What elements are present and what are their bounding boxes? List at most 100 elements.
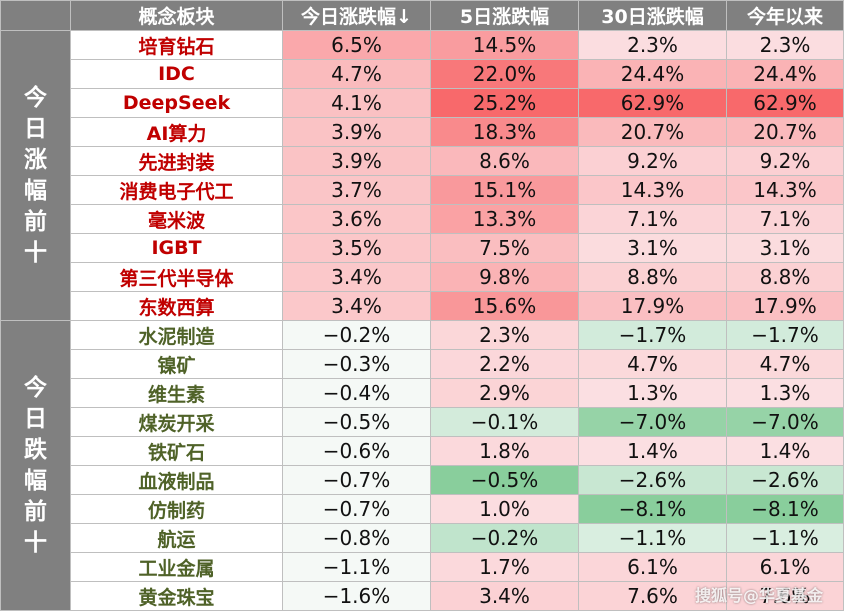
five-day-change-cell: 2.2%	[430, 349, 579, 379]
thirty-day-change-cell: −1.7%	[578, 320, 727, 350]
ytd-change-cell: −1.7%	[726, 320, 844, 350]
sector-name-cell: AI算力	[70, 117, 283, 147]
table-row[interactable]: 消费电子代工 3.7% 15.1% 14.3% 14.3%	[1, 175, 844, 205]
five-day-change-cell: 22.0%	[430, 59, 579, 89]
five-day-change-cell: −0.2%	[430, 523, 579, 553]
today-change-cell: −0.8%	[282, 523, 431, 553]
sector-name-cell: 培育钻石	[70, 30, 283, 60]
five-day-change-cell: 8.6%	[430, 146, 579, 176]
table-row[interactable]: 航运 −0.8% −0.2% −1.1% −1.1%	[1, 523, 844, 553]
table-row[interactable]: 工业金属 −1.1% 1.7% 6.1% 6.1%	[1, 552, 844, 582]
five-day-change-cell: 15.1%	[430, 175, 579, 205]
table-row[interactable]: 黄金珠宝 −1.6% 3.4% 7.6% 7.6%	[1, 581, 844, 611]
header-ytd-change[interactable]: 今年以来	[726, 0, 844, 31]
watermark: 搜狐号@华夏基金	[695, 586, 824, 605]
sector-name-cell: 消费电子代工	[70, 175, 283, 205]
today-change-cell: 3.6%	[282, 204, 431, 234]
ytd-change-cell: 14.3%	[726, 175, 844, 205]
today-change-cell: −0.5%	[282, 407, 431, 437]
header-sector-name[interactable]: 概念板块	[70, 0, 283, 31]
ytd-change-cell: −2.6%	[726, 465, 844, 495]
sector-name-cell: 水泥制造	[70, 320, 283, 350]
thirty-day-change-cell: 8.8%	[578, 262, 727, 292]
sector-name-cell: IDC	[70, 59, 283, 89]
thirty-day-change-cell: −2.6%	[578, 465, 727, 495]
today-change-cell: 3.4%	[282, 262, 431, 292]
thirty-day-change-cell: 17.9%	[578, 291, 727, 321]
group-label-text: 今日涨幅前十	[24, 84, 47, 266]
today-change-cell: −0.2%	[282, 320, 431, 350]
today-change-cell: 6.5%	[282, 30, 431, 60]
ytd-change-cell: −8.1%	[726, 494, 844, 524]
thirty-day-change-cell: 62.9%	[578, 88, 727, 118]
sector-name-cell: 航运	[70, 523, 283, 553]
five-day-change-cell: 25.2%	[430, 88, 579, 118]
five-day-change-cell: 15.6%	[430, 291, 579, 321]
table-row[interactable]: IDC 4.7% 22.0% 24.4% 24.4%	[1, 59, 844, 89]
ytd-change-cell: −1.1%	[726, 523, 844, 553]
header-five-day-change[interactable]: 5日涨跌幅	[430, 0, 579, 31]
table-row[interactable]: AI算力 3.9% 18.3% 20.7% 20.7%	[1, 117, 844, 147]
five-day-change-cell: 3.4%	[430, 581, 579, 611]
five-day-change-cell: 18.3%	[430, 117, 579, 147]
table-row[interactable]: 东数西算 3.4% 15.6% 17.9% 17.9%	[1, 291, 844, 321]
table-header-row: 概念板块 今日涨跌幅↓ 5日涨跌幅 30日涨跌幅 今年以来	[0, 0, 844, 31]
five-day-change-cell: 2.3%	[430, 320, 579, 350]
today-change-cell: 3.5%	[282, 233, 431, 263]
thirty-day-change-cell: 14.3%	[578, 175, 727, 205]
ytd-change-cell: 1.3%	[726, 378, 844, 408]
today-change-cell: 3.4%	[282, 291, 431, 321]
table-row[interactable]: 煤炭开采 −0.5% −0.1% −7.0% −7.0%	[1, 407, 844, 437]
ytd-change-cell: 20.7%	[726, 117, 844, 147]
today-change-cell: 4.1%	[282, 88, 431, 118]
table-row[interactable]: 毫米波 3.6% 13.3% 7.1% 7.1%	[1, 204, 844, 234]
thirty-day-change-cell: 1.3%	[578, 378, 727, 408]
ytd-change-cell: 6.1%	[726, 552, 844, 582]
table-row[interactable]: 今日跌幅前十 水泥制造 −0.2% 2.3% −1.7% −1.7%	[0, 320, 844, 611]
table-row[interactable]: 镍矿 −0.3% 2.2% 4.7% 4.7%	[1, 349, 844, 379]
thirty-day-change-cell: 2.3%	[578, 30, 727, 60]
five-day-change-cell: 9.8%	[430, 262, 579, 292]
table-row[interactable]: 铁矿石 −0.6% 1.8% 1.4% 1.4%	[1, 436, 844, 466]
ytd-change-cell: −7.0%	[726, 407, 844, 437]
table-row[interactable]: 今日涨幅前十 培育钻石 6.5% 14.5% 2.3% 2.3%	[0, 30, 844, 321]
sector-name-cell: 铁矿石	[70, 436, 283, 466]
table-row[interactable]: 血液制品 −0.7% −0.5% −2.6% −2.6%	[1, 465, 844, 495]
table-row[interactable]: 第三代半导体 3.4% 9.8% 8.8% 8.8%	[1, 262, 844, 292]
thirty-day-change-cell: 9.2%	[578, 146, 727, 176]
today-change-cell: −1.1%	[282, 552, 431, 582]
thirty-day-change-cell: 7.1%	[578, 204, 727, 234]
table-row[interactable]: 先进封装 3.9% 8.6% 9.2% 9.2%	[1, 146, 844, 176]
five-day-change-cell: 1.8%	[430, 436, 579, 466]
five-day-change-cell: 2.9%	[430, 378, 579, 408]
header-corner	[0, 0, 71, 31]
table-row[interactable]: 仿制药 −0.7% 1.0% −8.1% −8.1%	[1, 494, 844, 524]
group-label-top-losers: 今日跌幅前十	[0, 320, 71, 611]
five-day-change-cell: −0.1%	[430, 407, 579, 437]
thirty-day-change-cell: −7.0%	[578, 407, 727, 437]
today-change-cell: 3.9%	[282, 146, 431, 176]
five-day-change-cell: −0.5%	[430, 465, 579, 495]
thirty-day-change-cell: 4.7%	[578, 349, 727, 379]
thirty-day-change-cell: 1.4%	[578, 436, 727, 466]
header-today-change[interactable]: 今日涨跌幅↓	[282, 0, 431, 31]
table-row[interactable]: 维生素 −0.4% 2.9% 1.3% 1.3%	[1, 378, 844, 408]
thirty-day-change-cell: −1.1%	[578, 523, 727, 553]
table-row[interactable]: IGBT 3.5% 7.5% 3.1% 3.1%	[1, 233, 844, 263]
sector-name-cell: 镍矿	[70, 349, 283, 379]
five-day-change-cell: 7.5%	[430, 233, 579, 263]
ytd-change-cell: 1.4%	[726, 436, 844, 466]
thirty-day-change-cell: 3.1%	[578, 233, 727, 263]
five-day-change-cell: 13.3%	[430, 204, 579, 234]
today-change-cell: 4.7%	[282, 59, 431, 89]
five-day-change-cell: 14.5%	[430, 30, 579, 60]
sector-name-cell: 黄金珠宝	[70, 581, 283, 611]
sector-name-cell: 毫米波	[70, 204, 283, 234]
today-change-cell: −0.7%	[282, 465, 431, 495]
table-row[interactable]: DeepSeek 4.1% 25.2% 62.9% 62.9%	[1, 88, 844, 118]
today-change-cell: −1.6%	[282, 581, 431, 611]
group-label-top-gainers: 今日涨幅前十	[0, 30, 71, 321]
header-thirty-day-change[interactable]: 30日涨跌幅	[578, 0, 727, 31]
ytd-change-cell: 9.2%	[726, 146, 844, 176]
